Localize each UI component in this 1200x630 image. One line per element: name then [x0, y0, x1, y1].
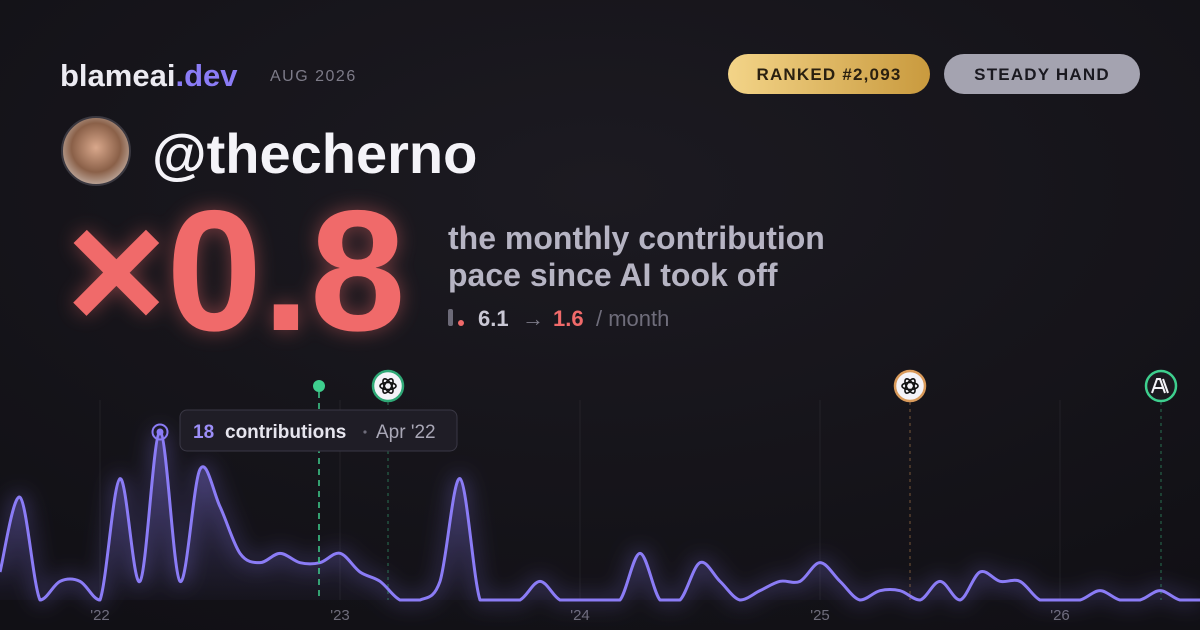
tooltip-label: contributions [225, 422, 346, 443]
caption-line: the monthly contribution [448, 220, 825, 256]
multiplier: ×0.8 [66, 175, 406, 367]
line [0, 430, 1200, 602]
event-icon-openai [893, 369, 927, 403]
tooltip-marker-dot [156, 428, 164, 436]
tooltip [179, 409, 458, 452]
tooltip-separator [363, 430, 367, 434]
openai-logo [901, 378, 919, 394]
badge-title-text: STEADY HAND [974, 65, 1110, 84]
legend-after [458, 320, 464, 326]
tooltip-marker [151, 423, 169, 441]
x-tick-label: '25 [810, 607, 830, 624]
openai-logo [379, 378, 397, 394]
caption-line: pace since AI took off [448, 257, 778, 293]
badge-title [944, 54, 1140, 94]
event-dot [313, 380, 325, 392]
legend-before [448, 309, 453, 326]
area [0, 432, 1200, 600]
badge-rank [728, 54, 930, 94]
pace-after: 1.6 [553, 306, 584, 331]
pace-before: 6.1 [478, 306, 509, 331]
brand-tld: .dev [175, 58, 238, 93]
handle: @thecherno [152, 122, 477, 185]
chart: '22 '23 '24 '25 '26 [0, 400, 1200, 624]
pace-arrow: → [522, 306, 544, 331]
x-tick-label: '22 [90, 607, 110, 624]
badge-rank-text: RANKED #2,093 [756, 65, 901, 84]
date: AUG 2026 [270, 68, 357, 85]
multiplier-glow: ×0.8 [66, 175, 406, 367]
avatar [61, 116, 131, 186]
event-icon-openai [371, 369, 405, 403]
tooltip-date: Apr '22 [376, 422, 436, 443]
x-tick-label: '24 [570, 607, 590, 624]
brand: blameai.dev [60, 58, 238, 93]
x-tick-label: '23 [330, 607, 350, 624]
pace-unit: / month [596, 306, 669, 331]
event-icon-anthropic [1144, 369, 1178, 403]
brand-name: blameai [60, 58, 175, 93]
anthropic-logo [1151, 378, 1169, 394]
tooltip-count: 18 [193, 422, 214, 443]
x-tick-label: '26 [1050, 607, 1070, 624]
